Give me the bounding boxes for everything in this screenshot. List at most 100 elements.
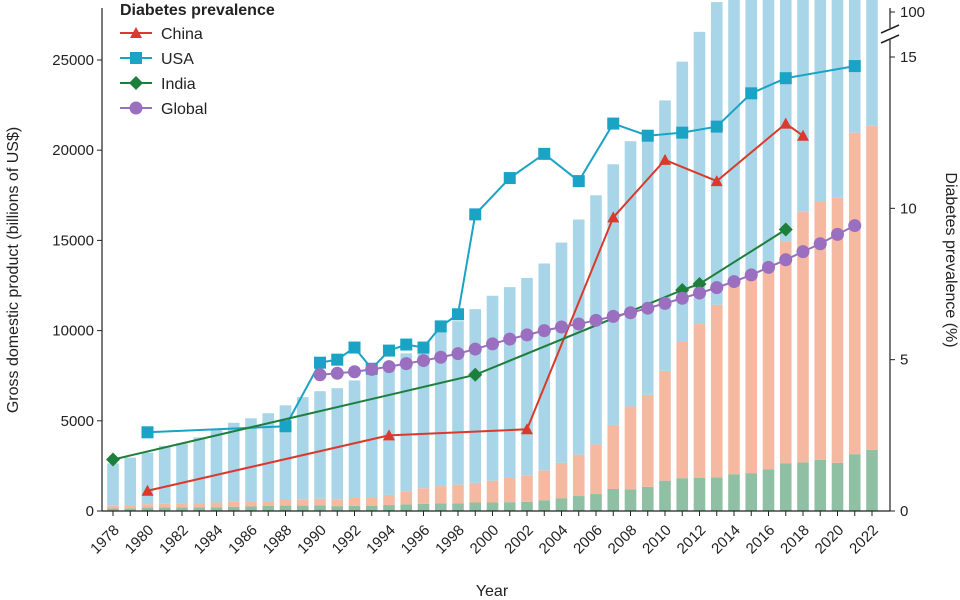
- x-tick-label: 1998: [432, 522, 468, 558]
- bar-china_gdp: [279, 500, 292, 506]
- bar-usa_gdp: [141, 452, 154, 505]
- point-global: [313, 368, 327, 382]
- bar-india_gdp: [814, 459, 827, 511]
- bar-india_gdp: [555, 498, 568, 511]
- point-global: [503, 332, 517, 346]
- point-usa: [469, 208, 482, 221]
- x-tick-label: 2016: [743, 522, 779, 558]
- point-usa: [417, 341, 430, 354]
- line-global: [319, 224, 856, 376]
- bar-india_gdp: [659, 480, 671, 511]
- bar-usa_gdp: [728, 0, 740, 286]
- x-tick-label: 2008: [605, 522, 641, 558]
- point-usa: [314, 356, 326, 369]
- left-tick-label: 20000: [52, 142, 94, 159]
- point-global: [537, 324, 551, 338]
- bar-india_gdp: [762, 469, 775, 511]
- bar-india_gdp: [141, 507, 154, 511]
- bar-india_gdp: [710, 477, 723, 511]
- bar-india_gdp: [728, 474, 740, 511]
- point-usa: [607, 117, 620, 130]
- x-tick-label: 1992: [329, 522, 365, 558]
- bar-usa_gdp: [365, 374, 378, 499]
- point-india: [778, 222, 793, 237]
- point-global: [831, 227, 844, 241]
- bar-india_gdp: [486, 502, 499, 511]
- bar-usa_gdp: [866, 0, 878, 126]
- point-china: [607, 211, 620, 223]
- x-tick-label: 2006: [570, 522, 606, 558]
- point-china: [141, 484, 154, 496]
- bar-usa_gdp: [831, 0, 844, 198]
- bar-usa_gdp: [503, 287, 516, 478]
- bar-china_gdp: [659, 370, 671, 481]
- bar-usa_gdp: [348, 380, 361, 499]
- bar-india_gdp: [797, 462, 809, 511]
- bar-china_gdp: [296, 499, 309, 506]
- bar-india_gdp: [572, 496, 585, 511]
- bar-china_gdp: [348, 498, 361, 506]
- bar-china_gdp: [503, 477, 516, 503]
- bar-china_gdp: [469, 482, 482, 503]
- bar-usa_gdp: [417, 342, 430, 489]
- bar-india_gdp: [866, 449, 878, 511]
- point-global: [468, 342, 482, 356]
- bar-india_gdp: [158, 507, 171, 511]
- point-global: [520, 328, 534, 342]
- point-global: [762, 260, 775, 274]
- bar-usa_gdp: [797, 0, 809, 212]
- bar-china_gdp: [124, 505, 137, 509]
- point-china: [521, 423, 533, 435]
- x-tick-label: 1984: [191, 522, 227, 558]
- bar-china_gdp: [521, 475, 533, 502]
- bar-usa_gdp: [227, 422, 240, 502]
- line-china: [147, 122, 804, 492]
- bar-china_gdp: [262, 501, 275, 506]
- bar-usa_gdp: [659, 100, 671, 371]
- bar-india_gdp: [745, 473, 758, 511]
- x-tick-label: 2020: [812, 522, 848, 558]
- bar-india_gdp: [365, 505, 378, 511]
- right-tick-label: 15: [900, 49, 917, 66]
- left-tick-label: 5000: [61, 413, 94, 430]
- point-china: [659, 153, 671, 165]
- point-usa: [452, 308, 464, 321]
- bar-india_gdp: [279, 505, 292, 511]
- point-global: [382, 360, 396, 374]
- point-global: [417, 354, 430, 368]
- bar-india_gdp: [331, 506, 344, 511]
- point-global: [486, 337, 499, 351]
- x-tick-label: 1994: [363, 522, 399, 558]
- point-usa: [710, 120, 723, 133]
- x-tick-label: 2002: [501, 522, 537, 558]
- bar-india_gdp: [521, 501, 533, 511]
- bar-usa_gdp: [210, 429, 223, 503]
- bar-usa_gdp: [107, 463, 119, 506]
- bar-china_gdp: [486, 480, 499, 503]
- bar-usa_gdp: [762, 0, 775, 267]
- bar-china_gdp: [383, 494, 395, 506]
- bar-usa_gdp: [538, 263, 551, 471]
- bar-india_gdp: [624, 489, 637, 511]
- point-usa: [348, 341, 361, 354]
- legend-label: China: [161, 26, 203, 43]
- bar-china_gdp: [745, 273, 758, 474]
- bar-india_gdp: [641, 486, 654, 511]
- bar-china_gdp: [400, 491, 413, 505]
- bar-india_gdp: [452, 503, 464, 511]
- bar-usa_gdp: [314, 391, 326, 499]
- x-tick-label: 2022: [846, 522, 882, 558]
- bar-china_gdp: [624, 406, 637, 490]
- point-usa: [383, 344, 395, 357]
- bar-india_gdp: [693, 477, 706, 511]
- bar-usa_gdp: [176, 443, 188, 504]
- bar-india_gdp: [831, 462, 844, 511]
- axis-break-gap: [880, 29, 900, 39]
- point-global: [641, 301, 655, 315]
- legend-label: USA: [161, 51, 194, 68]
- bar-china_gdp: [417, 488, 430, 504]
- bar-india_gdp: [193, 507, 206, 511]
- bar-india_gdp: [210, 507, 223, 511]
- left-tick-label: 10000: [52, 323, 94, 340]
- bar-china_gdp: [365, 498, 378, 506]
